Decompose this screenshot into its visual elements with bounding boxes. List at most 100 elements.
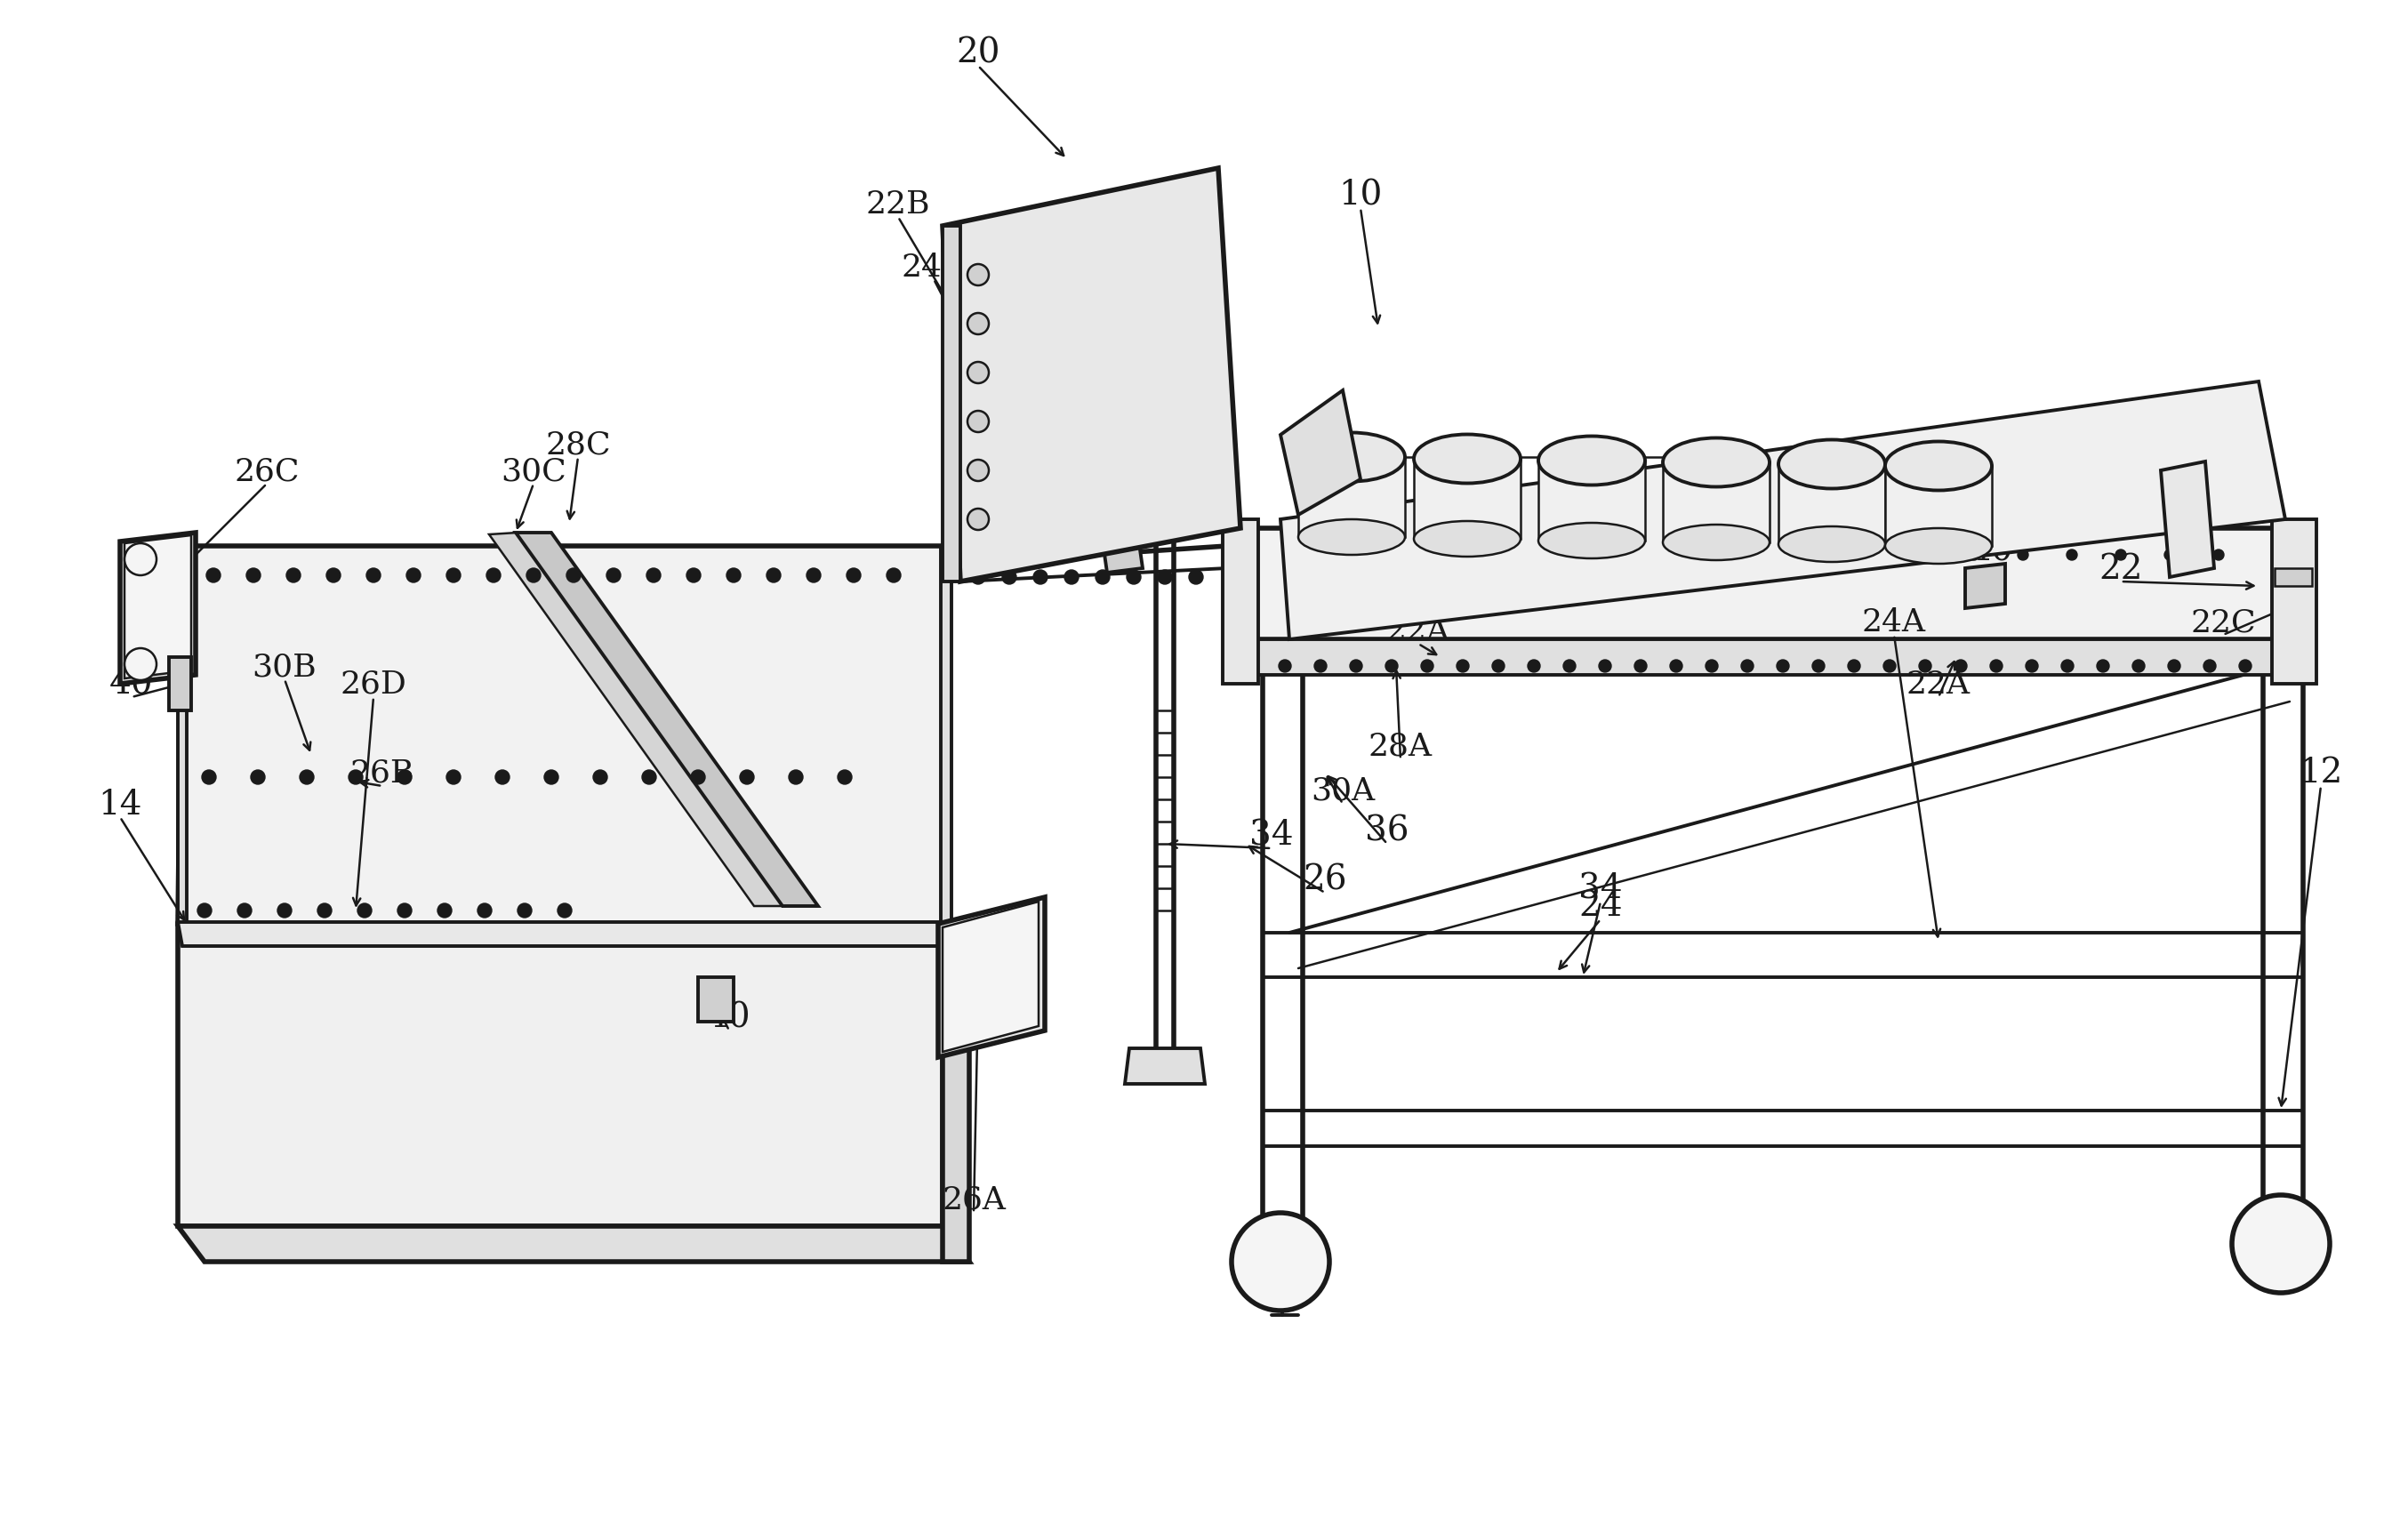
Circle shape bbox=[250, 770, 264, 785]
Circle shape bbox=[125, 648, 156, 681]
Polygon shape bbox=[1282, 391, 1361, 516]
Text: 14: 14 bbox=[98, 788, 142, 821]
Text: 10: 10 bbox=[1339, 179, 1382, 213]
Circle shape bbox=[446, 770, 461, 785]
Polygon shape bbox=[1538, 460, 1644, 541]
Circle shape bbox=[286, 568, 300, 584]
Text: 20: 20 bbox=[955, 37, 1001, 69]
Circle shape bbox=[348, 770, 362, 785]
Circle shape bbox=[247, 568, 262, 584]
Text: 34: 34 bbox=[1250, 819, 1294, 852]
Circle shape bbox=[1812, 661, 1824, 673]
Circle shape bbox=[686, 568, 701, 584]
Circle shape bbox=[1094, 570, 1109, 585]
Ellipse shape bbox=[1778, 527, 1884, 562]
Polygon shape bbox=[943, 169, 1241, 582]
Circle shape bbox=[300, 770, 314, 785]
Text: 34: 34 bbox=[1579, 872, 1622, 906]
Circle shape bbox=[406, 568, 420, 584]
Polygon shape bbox=[1414, 459, 1522, 539]
Circle shape bbox=[1279, 661, 1291, 673]
Polygon shape bbox=[120, 533, 197, 684]
Polygon shape bbox=[1222, 521, 1258, 684]
Circle shape bbox=[478, 904, 492, 918]
Circle shape bbox=[2165, 550, 2174, 561]
Ellipse shape bbox=[1884, 442, 1992, 491]
Circle shape bbox=[518, 904, 533, 918]
Polygon shape bbox=[938, 898, 1044, 1058]
Polygon shape bbox=[1226, 528, 2311, 639]
Circle shape bbox=[398, 770, 413, 785]
Circle shape bbox=[2239, 661, 2251, 673]
Circle shape bbox=[566, 568, 581, 584]
Polygon shape bbox=[1298, 457, 1404, 537]
Circle shape bbox=[2232, 1195, 2330, 1294]
Polygon shape bbox=[178, 547, 187, 924]
Polygon shape bbox=[943, 226, 960, 582]
Polygon shape bbox=[941, 547, 950, 924]
Circle shape bbox=[2114, 550, 2126, 561]
Circle shape bbox=[2062, 661, 2074, 673]
Circle shape bbox=[367, 568, 382, 584]
Circle shape bbox=[2018, 550, 2028, 561]
Polygon shape bbox=[1126, 1049, 1205, 1084]
Text: 22B: 22B bbox=[866, 189, 931, 220]
Circle shape bbox=[739, 770, 754, 785]
Circle shape bbox=[838, 770, 852, 785]
Circle shape bbox=[967, 510, 989, 530]
Circle shape bbox=[1382, 550, 1392, 561]
Polygon shape bbox=[178, 924, 943, 1226]
Circle shape bbox=[1920, 661, 1932, 673]
Circle shape bbox=[1954, 661, 1968, 673]
Circle shape bbox=[766, 568, 780, 584]
Text: 40: 40 bbox=[1970, 534, 2014, 567]
Circle shape bbox=[806, 568, 821, 584]
Circle shape bbox=[526, 568, 540, 584]
Polygon shape bbox=[1226, 639, 2311, 676]
Circle shape bbox=[1157, 570, 1171, 585]
Circle shape bbox=[2066, 550, 2078, 561]
Circle shape bbox=[1990, 661, 2002, 673]
Circle shape bbox=[1598, 661, 1610, 673]
Circle shape bbox=[197, 904, 211, 918]
Polygon shape bbox=[178, 547, 948, 924]
Circle shape bbox=[1493, 661, 1505, 673]
Circle shape bbox=[972, 570, 986, 585]
Polygon shape bbox=[943, 924, 970, 1261]
Circle shape bbox=[1231, 1214, 1330, 1311]
Circle shape bbox=[317, 904, 331, 918]
Circle shape bbox=[1706, 661, 1718, 673]
Ellipse shape bbox=[1298, 433, 1404, 482]
Polygon shape bbox=[1884, 467, 1992, 547]
Polygon shape bbox=[2160, 462, 2215, 578]
Text: 28C: 28C bbox=[545, 430, 610, 459]
Circle shape bbox=[1968, 550, 1980, 561]
Polygon shape bbox=[178, 922, 948, 947]
Circle shape bbox=[691, 770, 706, 785]
Circle shape bbox=[593, 770, 607, 785]
Circle shape bbox=[967, 411, 989, 433]
Text: 22: 22 bbox=[2098, 553, 2143, 585]
Circle shape bbox=[1675, 550, 1685, 561]
Text: 28B: 28B bbox=[967, 531, 1032, 562]
Circle shape bbox=[967, 460, 989, 482]
Circle shape bbox=[727, 568, 742, 584]
Circle shape bbox=[1063, 570, 1078, 585]
Polygon shape bbox=[1226, 528, 1241, 676]
Circle shape bbox=[1872, 550, 1882, 561]
Text: 40: 40 bbox=[110, 668, 154, 701]
Polygon shape bbox=[698, 978, 734, 1023]
Circle shape bbox=[1774, 550, 1783, 561]
Circle shape bbox=[326, 568, 341, 584]
Circle shape bbox=[1003, 570, 1015, 585]
Circle shape bbox=[278, 904, 293, 918]
Circle shape bbox=[1920, 550, 1930, 561]
Circle shape bbox=[643, 770, 655, 785]
Circle shape bbox=[1670, 661, 1682, 673]
Polygon shape bbox=[2294, 528, 2311, 676]
Circle shape bbox=[494, 770, 509, 785]
Circle shape bbox=[2098, 661, 2110, 673]
Circle shape bbox=[1634, 661, 1646, 673]
Text: 26B: 26B bbox=[350, 758, 415, 788]
Circle shape bbox=[437, 904, 451, 918]
